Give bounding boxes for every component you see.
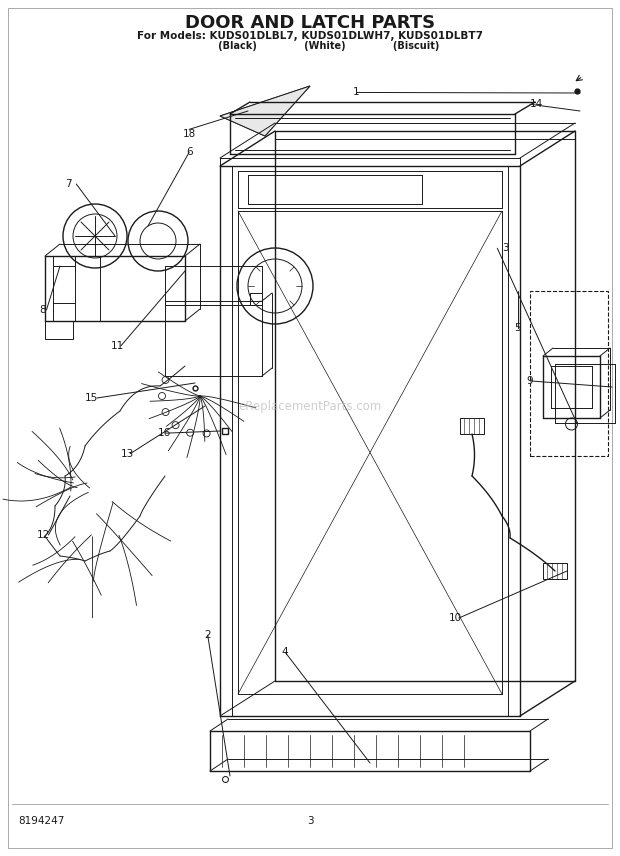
Text: 1: 1 <box>353 87 360 98</box>
Bar <box>460 418 484 434</box>
Text: 11: 11 <box>111 341 125 351</box>
Text: 2: 2 <box>205 630 211 640</box>
Text: 8: 8 <box>39 305 45 315</box>
Text: DOOR AND LATCH PARTS: DOOR AND LATCH PARTS <box>185 14 435 32</box>
Text: For Models: KUDS01DLBL7, KUDS01DLWH7, KUDS01DLBT7: For Models: KUDS01DLBL7, KUDS01DLWH7, KU… <box>137 31 483 41</box>
Text: 18: 18 <box>182 129 196 140</box>
Text: (Black)              (White)              (Biscuit): (Black) (White) (Biscuit) <box>181 41 439 51</box>
Bar <box>543 563 567 579</box>
Polygon shape <box>220 86 310 136</box>
Text: 12: 12 <box>37 530 50 540</box>
Text: 3: 3 <box>307 816 313 826</box>
Text: 3: 3 <box>502 243 508 253</box>
Text: 6: 6 <box>186 147 192 158</box>
Text: 14: 14 <box>529 99 543 110</box>
Text: 16: 16 <box>157 428 171 438</box>
Text: 15: 15 <box>85 393 99 403</box>
Text: 9: 9 <box>527 376 533 386</box>
Text: 8194247: 8194247 <box>18 816 64 826</box>
Text: 10: 10 <box>449 613 463 623</box>
Bar <box>45 321 73 339</box>
Text: eReplacementParts.com: eReplacementParts.com <box>238 400 382 413</box>
Text: 4: 4 <box>282 647 288 657</box>
Text: 5: 5 <box>515 323 521 333</box>
Text: 13: 13 <box>120 449 134 459</box>
Text: 7: 7 <box>65 179 71 189</box>
